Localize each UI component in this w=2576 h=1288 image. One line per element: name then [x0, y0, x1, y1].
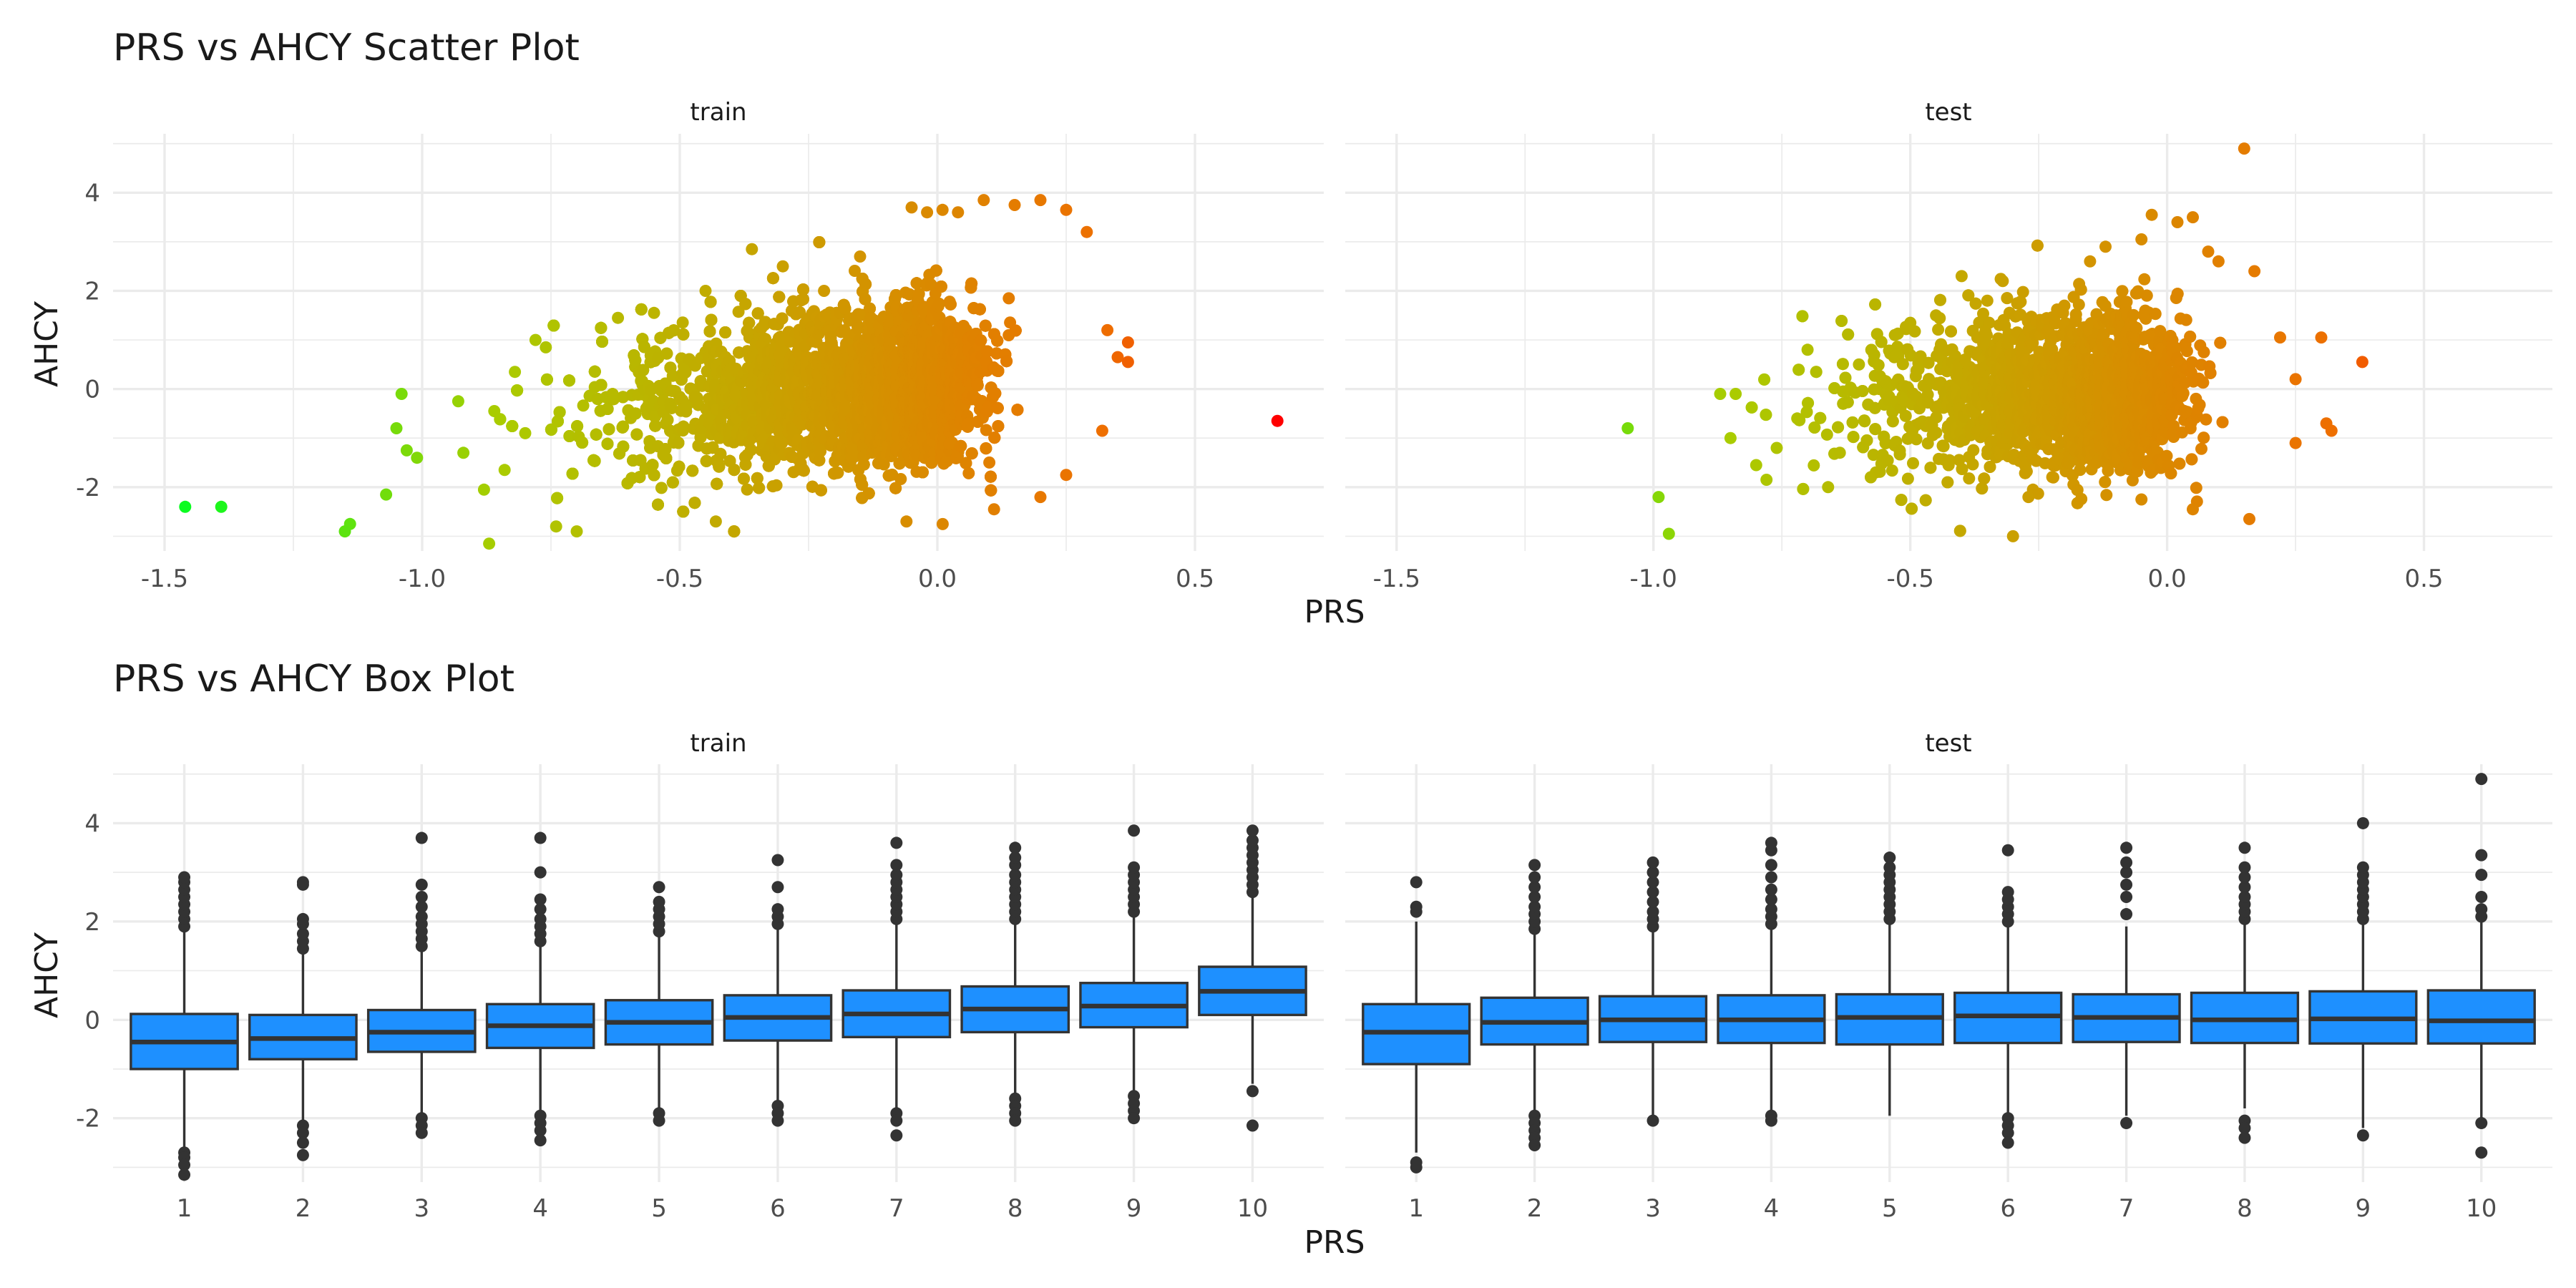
scatter-point	[547, 319, 560, 332]
scatter-point	[738, 472, 750, 485]
scatter-point	[545, 423, 557, 436]
scatter-point	[540, 373, 553, 386]
scatter-point	[753, 482, 766, 494]
scatter-point	[553, 406, 566, 419]
scatter-point	[705, 313, 718, 326]
scatter-point	[676, 316, 689, 329]
scatter-point	[813, 236, 826, 248]
scatter-point	[743, 316, 756, 329]
scatter-point	[629, 407, 642, 420]
scatter-point	[601, 403, 614, 415]
scatter-point	[665, 401, 678, 414]
scatter-point	[552, 415, 564, 428]
scatter-point	[679, 366, 692, 379]
scatter-point	[655, 482, 668, 494]
scatter-point	[551, 492, 564, 504]
scatter-point	[633, 471, 646, 484]
scatter-point	[637, 364, 650, 376]
scatter-point	[661, 414, 674, 426]
scatter-point	[601, 437, 614, 450]
scatter-point	[704, 296, 717, 308]
scatter-point	[660, 347, 673, 360]
scatter-point	[608, 393, 620, 406]
scatter-point	[659, 443, 672, 456]
scatter-point	[797, 464, 810, 477]
scatter-point	[677, 328, 690, 341]
scatter-point	[563, 374, 575, 387]
scatter-point	[797, 283, 809, 296]
scatter-point	[728, 525, 741, 538]
scatter-point	[652, 498, 664, 511]
scatter-point	[741, 483, 753, 496]
scatter-point	[688, 497, 701, 509]
scatter-point	[773, 291, 786, 303]
scatter-point	[668, 324, 680, 337]
scatter-point	[814, 484, 827, 497]
scatter-point	[770, 479, 783, 492]
scatter-point	[576, 436, 589, 449]
scatter-point	[571, 420, 584, 433]
scatter-point	[862, 487, 875, 499]
scatter-point	[673, 460, 686, 473]
scatter-panel-train	[113, 134, 1324, 551]
scatter-point	[506, 420, 519, 432]
scatter-point	[602, 423, 615, 436]
scatter-point	[511, 384, 524, 397]
scatter-point	[617, 420, 630, 433]
scatter-point	[635, 303, 648, 316]
scatter-point	[596, 336, 608, 348]
scatter-point	[713, 460, 726, 473]
scatter-point	[859, 278, 872, 291]
scatter-point	[719, 326, 732, 338]
scatter-point	[728, 464, 741, 477]
scatter-point	[711, 477, 723, 490]
scatter-point	[646, 459, 659, 472]
scatter-point	[686, 464, 699, 477]
scatter-point	[577, 399, 590, 412]
scatter-point	[629, 354, 642, 366]
scatter-point	[666, 476, 679, 489]
scatter-point	[588, 365, 601, 378]
scatter-point	[566, 467, 579, 480]
scatter-point	[630, 428, 643, 441]
scatter-point	[745, 444, 757, 457]
scatter-point	[588, 454, 601, 467]
scatter-point	[831, 467, 844, 479]
scatter-point	[638, 341, 650, 353]
scatter-point	[595, 379, 608, 391]
scatter-point	[776, 312, 789, 325]
scatter-point	[660, 452, 673, 464]
scatter-point	[680, 399, 693, 411]
scatter-point	[649, 419, 662, 432]
scatter-point	[766, 272, 779, 285]
scatter-point	[677, 505, 690, 518]
scatter-point	[563, 430, 576, 442]
scatter-point	[677, 420, 690, 433]
scatter-point	[617, 440, 630, 453]
scatter-point	[672, 436, 685, 449]
scatter-point	[739, 298, 752, 311]
scatter-point	[648, 469, 660, 482]
scatter-point	[590, 428, 602, 441]
scatter-plot-title: PRS vs AHCY Scatter Plot	[113, 26, 580, 69]
scatter-point	[703, 325, 716, 338]
scatter-point	[595, 321, 608, 334]
